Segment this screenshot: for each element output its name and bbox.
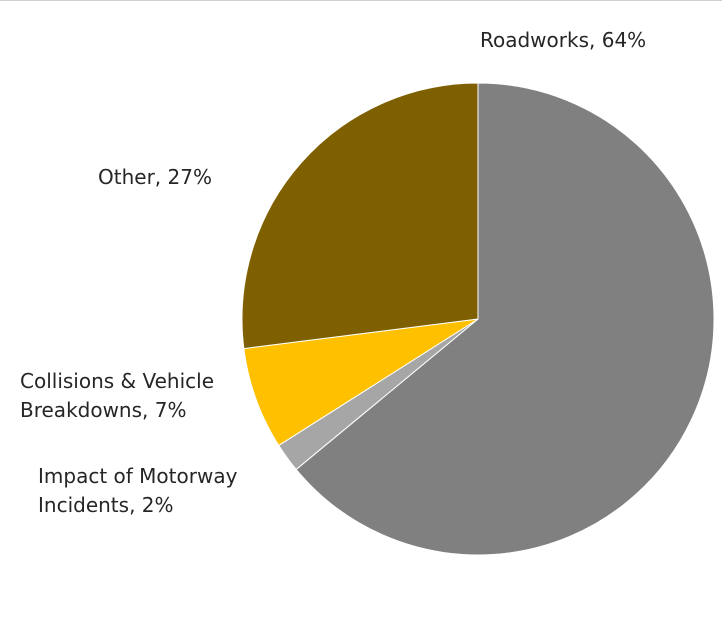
label-roadworks: Roadworks, 64%	[480, 28, 646, 52]
label-other: Other, 27%	[98, 165, 212, 189]
label-motorway-incidents: Impact of Motorway Incidents, 2%	[38, 464, 244, 517]
pie-slices	[241, 82, 715, 556]
pie-slice-other	[241, 82, 479, 350]
pie-slice-roadworks	[295, 82, 715, 556]
pie-slice-collisions-vehicle-breakdowns	[243, 318, 479, 447]
label-collisions: Collisions & Vehicle Breakdowns, 7%	[20, 369, 220, 422]
